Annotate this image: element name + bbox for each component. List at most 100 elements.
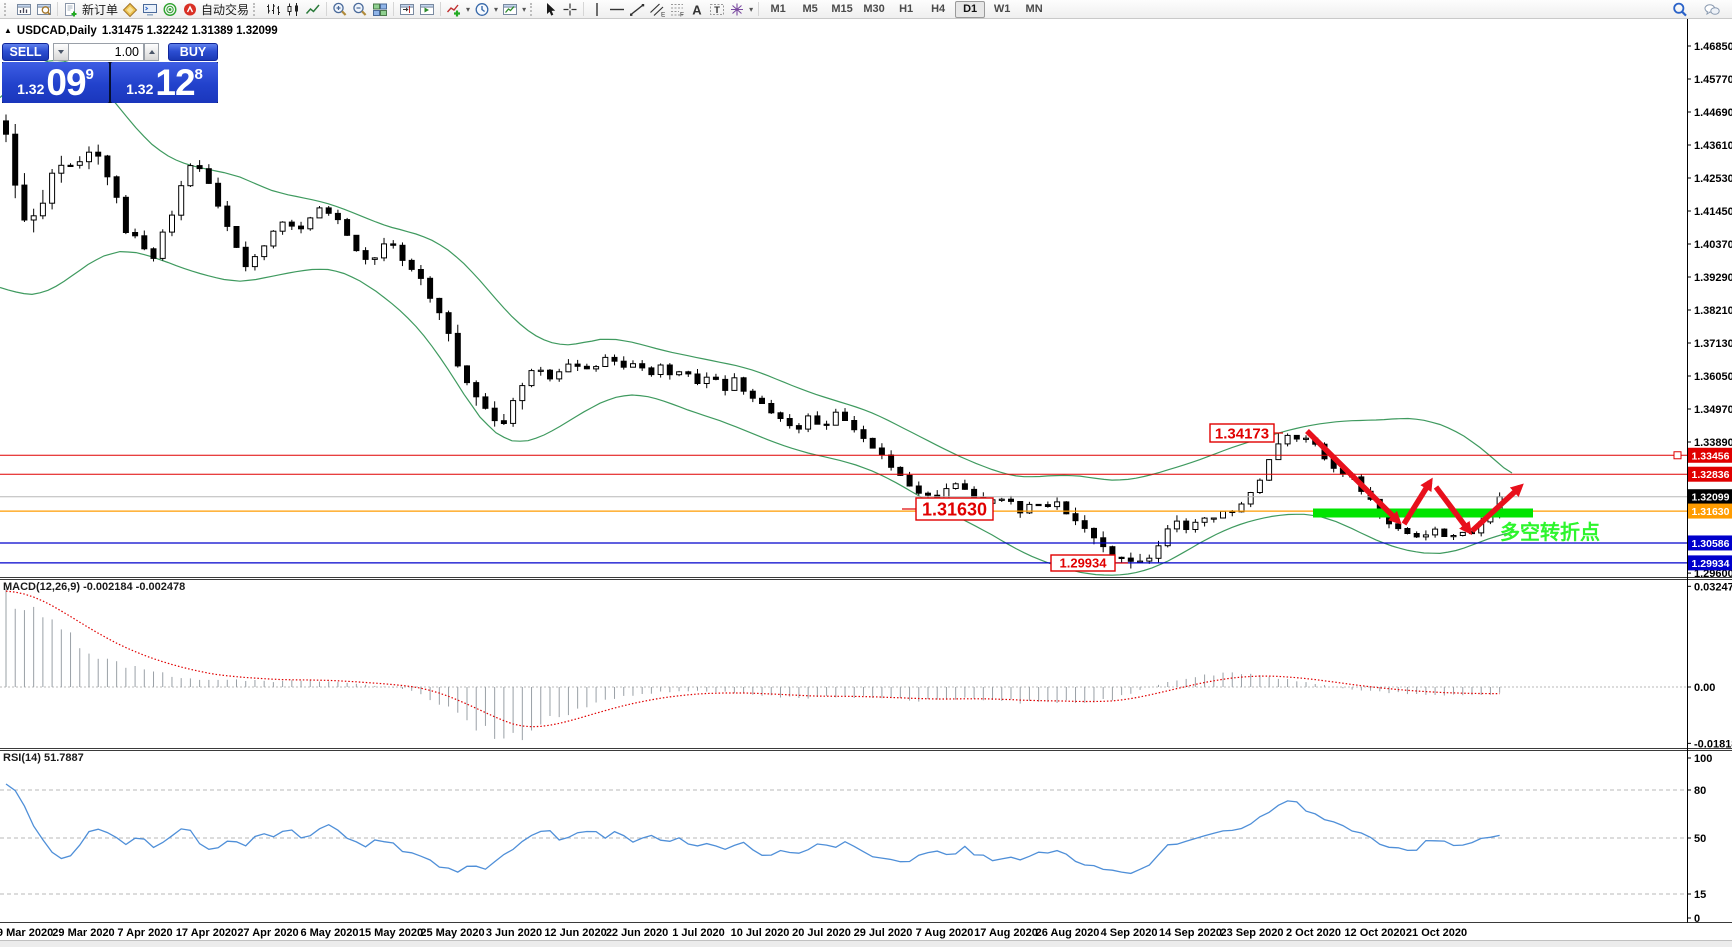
- timeframe-button-m5[interactable]: M5: [802, 2, 818, 15]
- pane-separators[interactable]: [0, 577, 1732, 923]
- support-trendline[interactable]: [1313, 508, 1533, 518]
- toolbar-button-tile-windows[interactable]: [370, 1, 390, 18]
- date-label: 17 Apr 2020: [176, 927, 237, 939]
- date-label: 2 Oct 2020: [1286, 927, 1341, 939]
- auto-scroll-icon: [419, 2, 435, 17]
- buy-price-prefix: 1.32: [126, 81, 154, 97]
- sell-price-tile[interactable]: 1.32 09 9: [2, 62, 109, 103]
- zigzag-arrow[interactable]: [1470, 483, 1524, 534]
- templates-icon: [502, 2, 518, 17]
- zoom-in-icon: [332, 2, 348, 17]
- toolbar-button-cursor[interactable]: [540, 1, 560, 18]
- date-label: 14 Sep 2020: [1159, 927, 1222, 939]
- toolbar-button-new-chart[interactable]: [14, 1, 34, 18]
- text-label-icon: T: [709, 2, 725, 17]
- toolbar-button-zoom-out[interactable]: [350, 1, 370, 18]
- trendline-icon: [629, 2, 645, 17]
- price-label-box[interactable]: [1050, 554, 1116, 572]
- toolbar-button-gold-seal[interactable]: [120, 1, 140, 18]
- timeframe-button-w1[interactable]: W1: [993, 2, 1011, 15]
- price-tag-text: 1.32836: [1692, 469, 1730, 481]
- price-label-box[interactable]: [1209, 423, 1275, 443]
- buy-price-tile[interactable]: 1.32 12 8: [111, 62, 218, 103]
- toolbar-button-crosshair[interactable]: [560, 1, 580, 18]
- price-tick-label: 1.45770: [1694, 74, 1732, 86]
- toolbar-button-candle-chart[interactable]: [283, 1, 303, 18]
- line-chart-icon: [305, 2, 321, 17]
- svg-text:F: F: [680, 11, 684, 17]
- toolbar-button-fib[interactable]: F: [667, 1, 687, 18]
- price-tick-label: 1.44690: [1694, 107, 1732, 119]
- toolbar-button-terminal[interactable]: [140, 1, 160, 18]
- toolbar: 新订单 自动交易 ▾ ▾ ▾ E F A T ▾ M1 M5 M15 M30 H1 H4 D1 W1 MN: [0, 0, 1732, 19]
- buy-button[interactable]: BUY: [168, 43, 218, 61]
- toolbar-button-text-label[interactable]: T: [707, 1, 727, 18]
- svg-text:T: T: [714, 5, 720, 16]
- toolbar-button-profiles[interactable]: [34, 1, 54, 18]
- toolbar-separator: [393, 2, 395, 16]
- price-label-box[interactable]: [915, 497, 994, 521]
- price-tick-label: 1.46850: [1694, 41, 1732, 53]
- horizontal-line-objects[interactable]: [0, 451, 1687, 564]
- chevron-down-icon: ▾: [494, 4, 499, 14]
- toolbar-button-auto-scroll[interactable]: [417, 1, 437, 18]
- status-bar: [0, 940, 1732, 947]
- zigzag-arrow[interactable]: [1305, 429, 1402, 525]
- zigzag-arrow[interactable]: [1433, 485, 1473, 536]
- timeframe-button-m30[interactable]: M30: [863, 2, 885, 15]
- volume-input[interactable]: 1.00: [68, 43, 144, 61]
- timeframe-button-h4[interactable]: H4: [931, 2, 946, 15]
- toolbar-button-zoom-in[interactable]: [330, 1, 350, 18]
- toolbar-button-search[interactable]: [1670, 1, 1690, 18]
- timeframe-button-mn[interactable]: MN: [1025, 2, 1043, 15]
- sell-button[interactable]: SELL: [2, 43, 49, 61]
- price-tag: [1688, 535, 1732, 551]
- date-label: 21 Oct 2020: [1406, 927, 1467, 939]
- volume-decrease-button[interactable]: [53, 43, 68, 61]
- toolbar-button-chart-shift[interactable]: [397, 1, 417, 18]
- date-label: 12 Oct 2020: [1344, 927, 1405, 939]
- toolbar-button-chat[interactable]: [1702, 1, 1722, 18]
- price-tick-label: 1.38210: [1694, 305, 1732, 317]
- price-tick-label: 1.37130: [1694, 338, 1732, 350]
- toolbar-button-vline[interactable]: [587, 1, 607, 18]
- macd-tick-label: -0.018182: [1694, 738, 1732, 750]
- collapse-triangle-icon[interactable]: ▲: [4, 26, 12, 35]
- toolbar-button-trendline[interactable]: [627, 1, 647, 18]
- toolbar-button-channel[interactable]: E: [647, 1, 667, 18]
- toolbar-button-text-a[interactable]: A: [687, 1, 707, 18]
- svg-text:A: A: [692, 2, 702, 17]
- toolbar-button-indicators[interactable]: ▾: [444, 1, 472, 18]
- price-tag-text: 1.33456: [1692, 450, 1730, 462]
- triangle-up-icon: [148, 50, 155, 54]
- toolbar-button-autotrading[interactable]: 自动交易: [180, 1, 251, 18]
- chart-annotations[interactable]: 1.34173 1.31630 1.29934 多空转折点: [902, 423, 1600, 572]
- toolbar-button-new-order[interactable]: 新订单: [61, 1, 120, 18]
- macd-tick-label: 0.032478: [1694, 581, 1732, 593]
- cn-annotation-text[interactable]: 多空转折点: [1500, 520, 1600, 544]
- toolbar-button-shapes[interactable]: ▾: [727, 1, 755, 18]
- toolbar-button-templates[interactable]: ▾: [500, 1, 528, 18]
- date-label: 7 Aug 2020: [916, 927, 974, 939]
- toolbar-button-line-chart[interactable]: [303, 1, 323, 18]
- timeframe-button-d1[interactable]: D1: [955, 0, 986, 18]
- timeframe-button-m15[interactable]: M15: [831, 2, 853, 15]
- rsi-indicator-label: RSI(14) 51.7887: [3, 752, 84, 764]
- price-tag: [1688, 489, 1732, 505]
- timeframe-button-h1[interactable]: H1: [899, 2, 914, 15]
- toolbar-button-periods[interactable]: ▾: [472, 1, 500, 18]
- date-label: 12 Jun 2020: [544, 927, 606, 939]
- price-tick-label: 1.40370: [1694, 239, 1732, 251]
- toolbar-button-bar-chart[interactable]: [263, 1, 283, 18]
- zigzag-arrow[interactable]: [1401, 477, 1433, 526]
- date-label: 10 Jul 2020: [731, 927, 790, 939]
- date-label: 6 May 2020: [300, 927, 358, 939]
- macd-indicator-label: MACD(12,26,9) -0.002184 -0.002478: [3, 581, 186, 593]
- toolbar-button-signal[interactable]: [160, 1, 180, 18]
- volume-increase-button[interactable]: [144, 43, 159, 61]
- toolbar-button-hline[interactable]: [607, 1, 627, 18]
- date-label: 4 Sep 2020: [1101, 927, 1158, 939]
- timeframe-button-m1[interactable]: M1: [770, 2, 786, 15]
